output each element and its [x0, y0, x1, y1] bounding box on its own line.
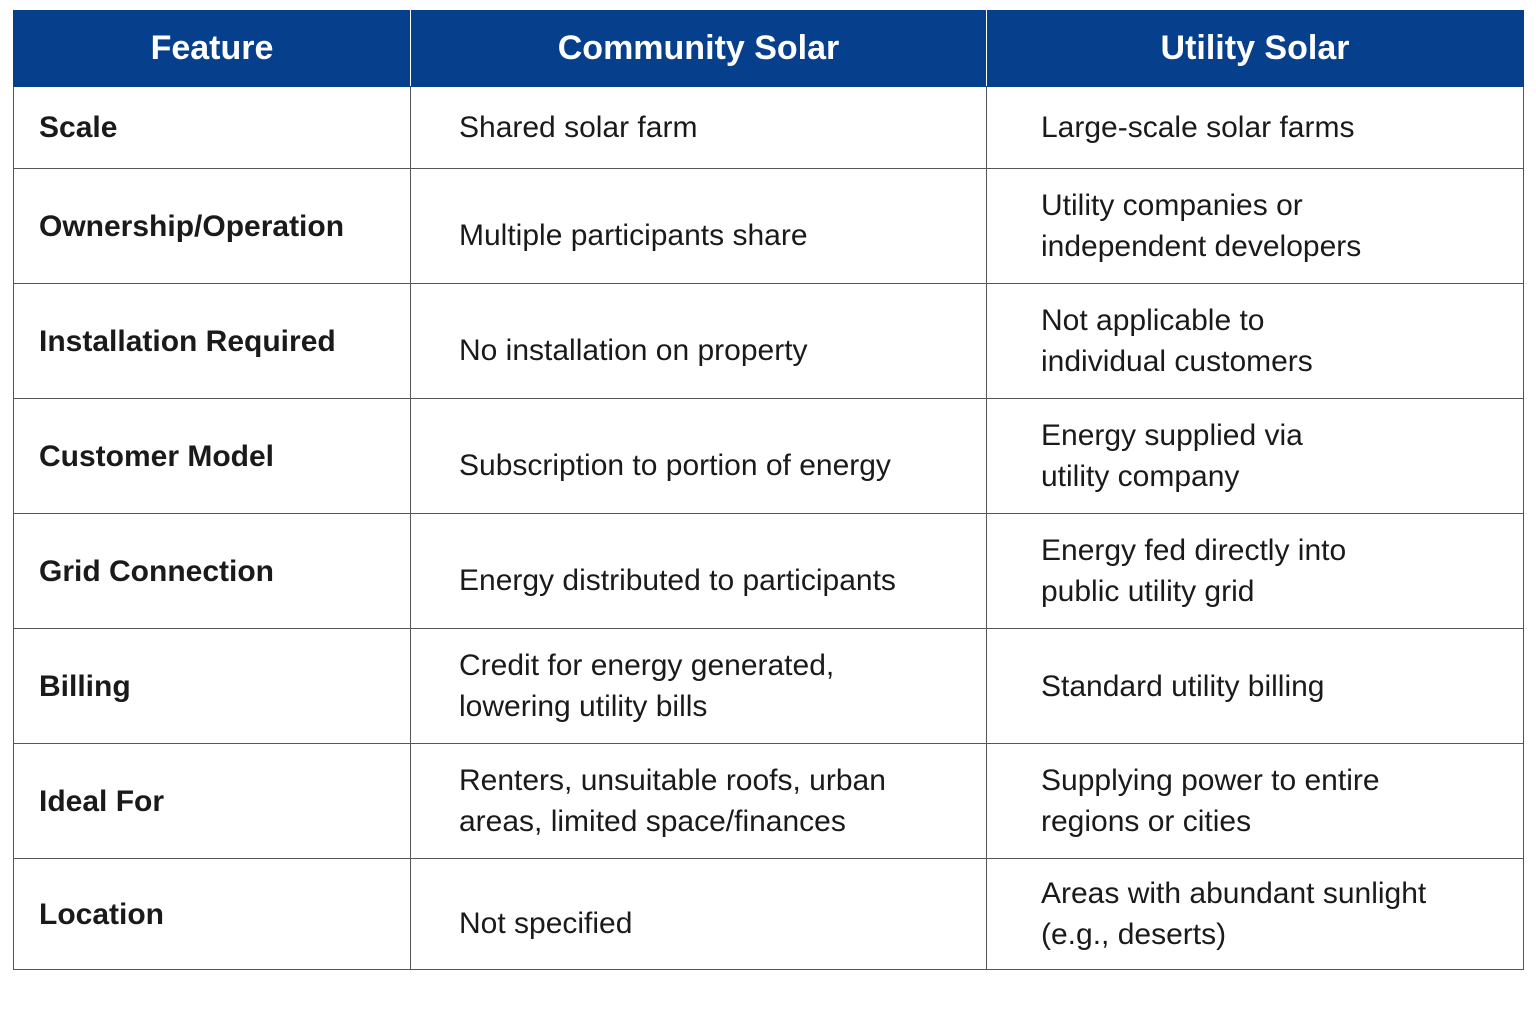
feature-label: Ideal For [39, 784, 165, 818]
feature-cell: Installation Required [13, 283, 411, 399]
feature-cell: Scale [13, 86, 411, 169]
table-row: Grid Connection Energy distributed to pa… [13, 513, 1524, 629]
table-header: Feature Community Solar Utility Solar [13, 10, 1524, 87]
community-cell: Multiple participants share [410, 168, 987, 284]
feature-label: Customer Model [39, 439, 275, 473]
feature-label: Location [39, 897, 164, 931]
table-row: Customer Model Subscription to portion o… [13, 398, 1524, 514]
feature-cell: Ownership/Operation [13, 168, 411, 284]
feature-label: Billing [39, 669, 131, 703]
utility-cell: Not applicable to individual customers [986, 283, 1524, 399]
utility-cell: Energy fed directly into public utility … [986, 513, 1524, 629]
feature-cell: Billing [13, 628, 411, 744]
community-value: Shared solar farm [459, 111, 698, 144]
table-row: Scale Shared solar farm Large-scale sola… [13, 86, 1524, 169]
community-cell: Subscription to portion of energy [410, 398, 987, 514]
feature-label: Ownership/Operation [39, 209, 345, 243]
utility-value: Energy supplied via utility company [1041, 419, 1303, 493]
table-body: Scale Shared solar farm Large-scale sola… [13, 86, 1524, 970]
utility-value: Energy fed directly into public utility … [1041, 534, 1347, 608]
utility-cell: Standard utility billing [986, 628, 1524, 744]
utility-value: Supplying power to entire regions or cit… [1041, 764, 1380, 838]
utility-value: Utility companies or independent develop… [1041, 189, 1362, 263]
feature-label: Installation Required [39, 324, 336, 358]
utility-value: Not applicable to individual customers [1041, 304, 1313, 378]
feature-label: Scale [39, 111, 118, 144]
header-row: Feature Community Solar Utility Solar [13, 10, 1524, 87]
table-row: Installation Required No installation on… [13, 283, 1524, 399]
feature-label: Grid Connection [39, 554, 274, 588]
community-value: Subscription to portion of energy [459, 448, 891, 482]
community-cell: Shared solar farm [410, 86, 987, 169]
header-utility-solar: Utility Solar [986, 10, 1524, 87]
table-row: Ownership/Operation Multiple participant… [13, 168, 1524, 284]
community-cell: No installation on property [410, 283, 987, 399]
comparison-table: Feature Community Solar Utility Solar Sc… [13, 10, 1524, 970]
community-value: Credit for energy generated, lowering ut… [459, 649, 835, 723]
utility-cell: Large-scale solar farms [986, 86, 1524, 169]
community-cell: Not specified [410, 858, 987, 970]
header-community-solar: Community Solar [410, 10, 987, 87]
community-value: Multiple participants share [459, 218, 808, 252]
community-value: Renters, unsuitable roofs, urban areas, … [459, 764, 886, 838]
utility-value: Areas with abundant sunlight (e.g., dese… [1041, 877, 1427, 951]
utility-cell: Supplying power to entire regions or cit… [986, 743, 1524, 859]
header-feature: Feature [13, 10, 411, 87]
feature-cell: Customer Model [13, 398, 411, 514]
utility-value: Standard utility billing [1041, 669, 1325, 703]
table-row: Billing Credit for energy generated, low… [13, 628, 1524, 744]
community-value: Energy distributed to participants [459, 563, 896, 597]
community-cell: Renters, unsuitable roofs, urban areas, … [410, 743, 987, 859]
table-row: Ideal For Renters, unsuitable roofs, urb… [13, 743, 1524, 859]
community-cell: Energy distributed to participants [410, 513, 987, 629]
feature-cell: Grid Connection [13, 513, 411, 629]
table-row: Location Not specified Areas with abunda… [13, 858, 1524, 970]
feature-cell: Ideal For [13, 743, 411, 859]
community-value: No installation on property [459, 333, 808, 367]
community-value: Not specified [459, 906, 633, 940]
utility-value: Large-scale solar farms [1041, 111, 1355, 144]
utility-cell: Energy supplied via utility company [986, 398, 1524, 514]
utility-cell: Utility companies or independent develop… [986, 168, 1524, 284]
utility-cell: Areas with abundant sunlight (e.g., dese… [986, 858, 1524, 970]
feature-cell: Location [13, 858, 411, 970]
community-cell: Credit for energy generated, lowering ut… [410, 628, 987, 744]
comparison-table-container: Feature Community Solar Utility Solar Sc… [13, 10, 1524, 970]
